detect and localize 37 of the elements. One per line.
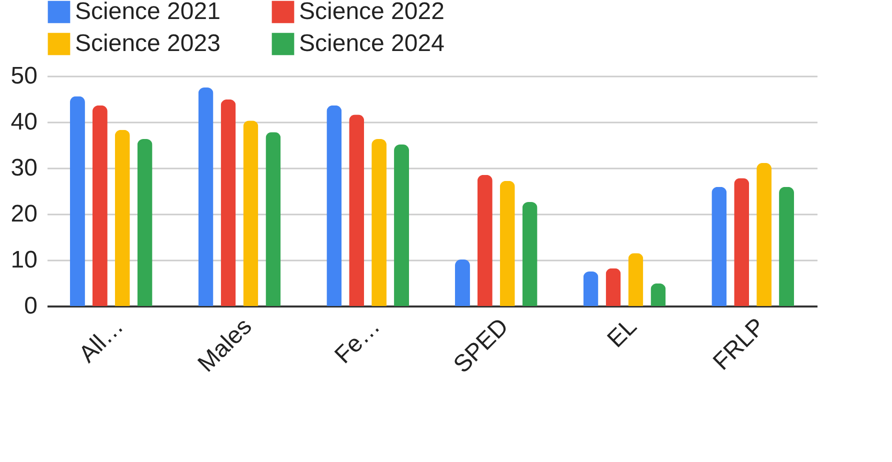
- bar: [454, 260, 470, 306]
- bar: [372, 139, 387, 306]
- bar: [326, 105, 342, 306]
- bar: [137, 139, 152, 306]
- bar: [756, 162, 772, 306]
- bar: [394, 144, 410, 306]
- bar: [628, 253, 644, 306]
- bar: [500, 180, 515, 306]
- y-tick-label: 0: [24, 292, 38, 320]
- legend-label: Science 2024: [299, 30, 444, 57]
- x-tick-label: All…: [74, 313, 129, 368]
- bar: [198, 88, 214, 306]
- bar: [92, 105, 108, 306]
- bar: [779, 186, 794, 306]
- bar: [650, 283, 666, 306]
- legend-label: Science 2022: [299, 0, 444, 25]
- legend-label: Science 2023: [75, 30, 220, 57]
- x-tick-label: EL: [602, 313, 642, 353]
- y-tick-label: 50: [10, 62, 38, 90]
- y-tick-label: 40: [10, 108, 38, 136]
- y-tick-label: 20: [10, 200, 38, 228]
- bar: [477, 174, 492, 306]
- bar: [70, 96, 85, 306]
- y-tick-label: 10: [10, 246, 38, 274]
- bar: [583, 272, 598, 306]
- bar: [266, 132, 281, 306]
- bar: [734, 178, 750, 306]
- bar: [114, 130, 130, 306]
- bar: [522, 202, 538, 306]
- bar: [220, 99, 236, 306]
- bar: [606, 268, 621, 306]
- y-tick-label: 30: [10, 154, 38, 182]
- legend-label: Science 2021: [75, 0, 220, 25]
- bar: [712, 186, 727, 306]
- x-tick-label: Fe…: [330, 313, 386, 369]
- bar: [349, 114, 364, 306]
- bar: [243, 120, 258, 306]
